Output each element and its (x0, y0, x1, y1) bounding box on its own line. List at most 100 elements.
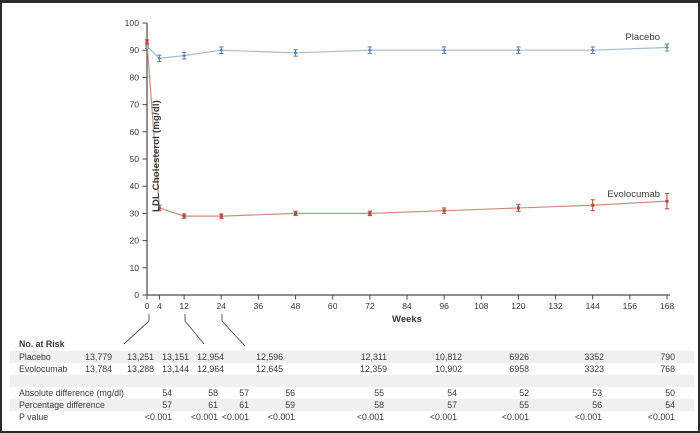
stats-value: <0.001 (647, 412, 675, 422)
risk-value: 13,288 (127, 364, 154, 374)
stats-value: 54 (665, 400, 675, 410)
table-row-stripe (10, 351, 694, 363)
y-tick-label: 40 (129, 181, 139, 191)
risk-row-label-placebo: Placebo (19, 352, 51, 362)
risk-value: 3352 (584, 352, 604, 362)
stats-value: <0.001 (190, 412, 218, 422)
risk-value: 12,596 (256, 352, 283, 362)
stats-value: 61 (239, 400, 249, 410)
y-tick-label: 0 (134, 290, 139, 300)
placebo-marker (591, 49, 595, 52)
stats-row-label: Absolute difference (mg/dl) (19, 388, 124, 398)
stats-value: 50 (665, 388, 675, 398)
x-tick-label: 72 (365, 301, 375, 311)
placebo-marker (182, 54, 186, 57)
risk-value: 13,251 (127, 352, 154, 362)
risk-value: 12,359 (360, 364, 387, 374)
risk-value: 13,784 (85, 364, 112, 374)
table-row-stripe (10, 375, 694, 387)
stats-value: <0.001 (574, 412, 602, 422)
table-row-stripe (10, 399, 694, 411)
placebo-marker (293, 52, 298, 54)
risk-value: 13,779 (85, 352, 112, 362)
stats-value: 57 (447, 400, 457, 410)
x-tick-label: 132 (548, 301, 563, 311)
stats-value: 59 (285, 400, 295, 410)
x-tick-label: 36 (254, 301, 264, 311)
y-tick-label: 70 (129, 100, 139, 110)
x-tick-label: 96 (439, 301, 449, 311)
placebo-marker (442, 49, 446, 52)
stats-value: <0.001 (429, 412, 457, 422)
stats-value: 56 (285, 388, 295, 398)
x-tick-label: 156 (623, 301, 638, 311)
x-tick-label: 84 (402, 301, 412, 311)
stats-value: 56 (592, 400, 602, 410)
stats-row-label: P value (19, 412, 49, 422)
y-tick-label: 100 (125, 18, 140, 28)
risk-value: 12,954 (197, 352, 224, 362)
stats-value: 58 (208, 388, 218, 398)
y-tick-label: 80 (129, 72, 139, 82)
x-tick-label: 12 (179, 301, 189, 311)
placebo-marker (219, 49, 223, 52)
y-tick-label: 10 (129, 263, 139, 273)
evolocumab-marker (665, 199, 669, 203)
risk-value: 12,311 (360, 352, 387, 362)
placebo-marker (516, 49, 521, 52)
risk-table-header: No. at Risk (19, 339, 65, 349)
placebo-series-label: Placebo (625, 32, 660, 43)
placebo-marker (145, 45, 149, 48)
stats-value: <0.001 (267, 412, 295, 422)
placebo-line (146, 45, 668, 59)
placebo-marker (368, 49, 372, 52)
y-tick-label: 50 (129, 154, 139, 164)
stats-value: 57 (162, 400, 172, 410)
stats-value: 54 (162, 388, 172, 398)
risk-value: 13,144 (162, 364, 189, 374)
evolocumab-marker (145, 40, 149, 44)
x-tick-label: 48 (291, 301, 301, 311)
stats-value: <0.001 (501, 412, 529, 422)
stats-row-label: Percentage difference (19, 400, 105, 410)
stats-value: 52 (519, 388, 529, 398)
y-tick-label: 30 (129, 208, 139, 218)
placebo-marker (665, 46, 669, 49)
risk-value: 790 (660, 352, 675, 362)
stats-value: <0.001 (356, 412, 384, 422)
y-tick-label: 90 (129, 45, 139, 55)
risk-value: 12,964 (197, 364, 224, 374)
evolocumab-marker (516, 206, 520, 210)
risk-value: 6958 (509, 364, 529, 374)
evolocumab-marker (219, 214, 223, 218)
evolocumab-marker (368, 211, 372, 215)
evolocumab-marker (182, 214, 186, 218)
evolocumab-marker (591, 203, 595, 207)
x-axis-title: Weeks (392, 314, 422, 325)
stats-value: <0.001 (144, 412, 172, 422)
stats-value: 61 (208, 400, 218, 410)
tick-table-connector (123, 314, 150, 345)
x-tick-label: 24 (217, 301, 227, 311)
risk-value: 13,151 (162, 352, 189, 362)
stats-value: 53 (592, 388, 602, 398)
evolocumab-line (146, 41, 668, 217)
stats-value: 55 (519, 400, 529, 410)
risk-row-label-evolocumab: Evolocumab (19, 364, 68, 374)
risk-value: 12,645 (256, 364, 283, 374)
stats-value: 54 (447, 388, 457, 398)
evolocumab-marker (294, 211, 298, 215)
y-tick-label: 20 (129, 236, 139, 246)
stats-value: 57 (239, 388, 249, 398)
risk-value: 3323 (584, 364, 604, 374)
y-tick-label: 60 (129, 127, 139, 137)
x-tick-label: 0 (145, 301, 150, 311)
x-tick-label: 4 (157, 301, 162, 311)
x-tick-label: 144 (586, 301, 601, 311)
stats-value: 55 (374, 388, 384, 398)
stats-value: 58 (374, 400, 384, 410)
risk-value: 768 (660, 364, 675, 374)
evolocumab-marker (442, 209, 446, 213)
x-tick-label: 120 (511, 301, 526, 311)
